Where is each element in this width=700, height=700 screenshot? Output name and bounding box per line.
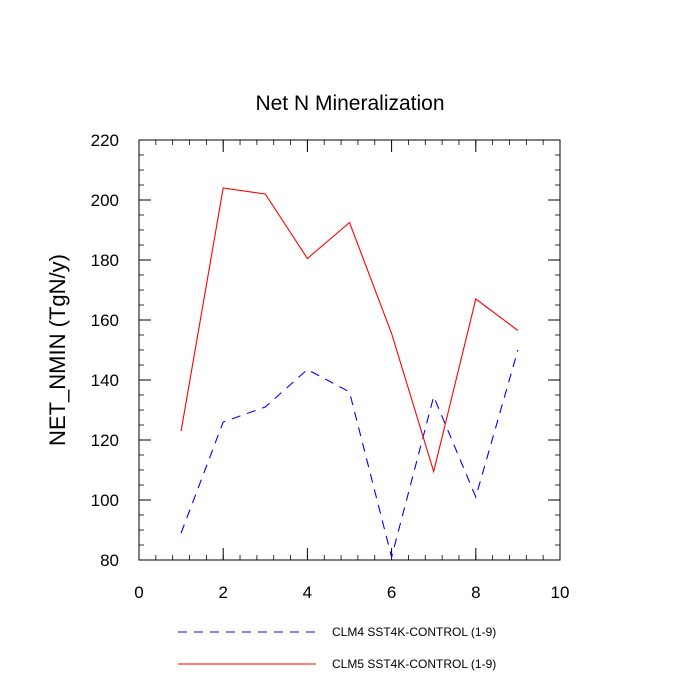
y-tick-label: 200 — [91, 191, 119, 210]
y-tick-label: 140 — [91, 371, 119, 390]
axis-ticks: 0 2 4 6 8 10 80 100 120 140 160 180 200 220 — [91, 131, 570, 602]
y-tick-label: 160 — [91, 311, 119, 330]
y-tick-label: 80 — [100, 551, 119, 570]
y-tick-label: 100 — [91, 491, 119, 510]
x-tick-label: 8 — [471, 583, 480, 602]
y-tick-label: 120 — [91, 431, 119, 450]
chart-title: Net N Mineralization — [255, 92, 444, 115]
x-tick-label: 4 — [303, 583, 312, 602]
plot-frame — [138, 139, 561, 561]
series-group — [180, 187, 519, 560]
x-tick-label: 2 — [218, 583, 227, 602]
series-line-2 — [180, 187, 519, 474]
y-tick-label: 180 — [91, 251, 119, 270]
y-axis-label: NET_NMIN (TgN/y) — [45, 254, 70, 446]
x-tick-label: 0 — [134, 583, 143, 602]
legend: CLM4 SST4K-CONTROL (1-9) CLM5 SST4K-CONTR… — [178, 625, 496, 671]
x-tick-label: 10 — [551, 583, 570, 602]
y-tick-label: 220 — [91, 131, 119, 150]
x-tick-label: 6 — [387, 583, 396, 602]
legend-label-2: CLM5 SST4K-CONTROL (1-9) — [332, 657, 496, 671]
series-line-1 — [180, 349, 519, 560]
legend-label-1: CLM4 SST4K-CONTROL (1-9) — [332, 625, 496, 639]
